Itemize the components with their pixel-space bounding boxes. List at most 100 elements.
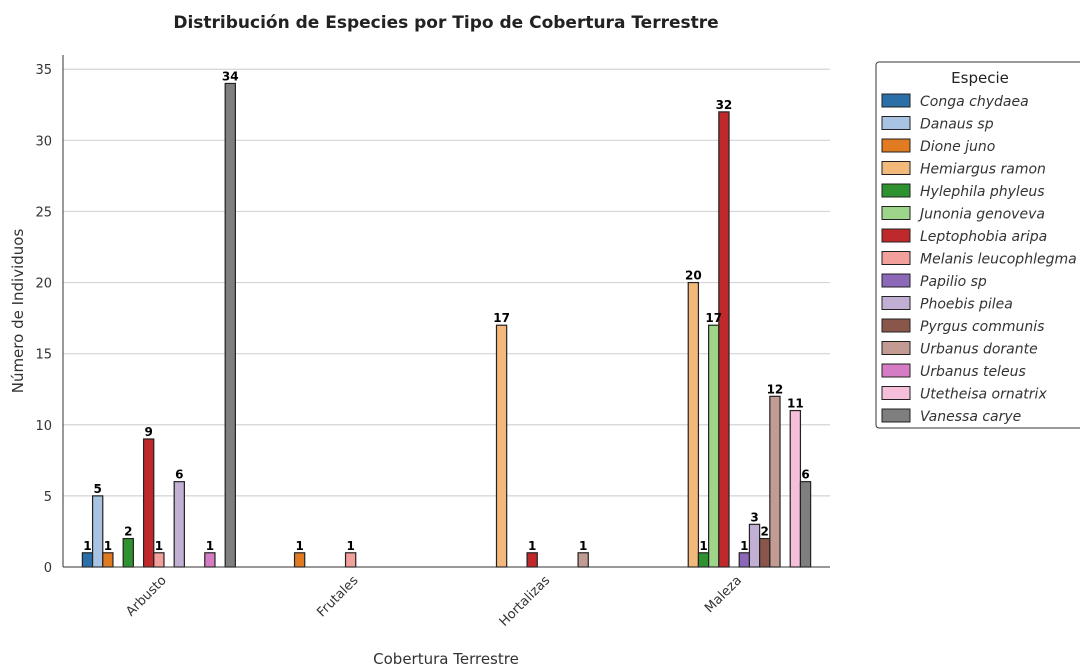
data-label: 6 [801, 468, 809, 482]
legend-label: Junonia genoveva [917, 207, 1045, 223]
legend-swatch [881, 138, 911, 153]
legend-swatch [881, 273, 911, 288]
legend-items: Conga chydaea Danaus sp Dione juno Hemiargu… [881, 93, 1077, 425]
legend-label: Phoebis pilea [920, 297, 1013, 313]
y-tick-label: 30 [35, 134, 52, 149]
legend-swatch [881, 341, 911, 355]
bar [224, 82, 236, 568]
legend-swatch [881, 116, 911, 130]
axes [62, 55, 830, 568]
bar [738, 552, 751, 568]
data-label: 1 [206, 539, 214, 553]
data-label: 1 [528, 539, 536, 553]
data-label: 2 [761, 525, 769, 539]
legend-label: Urbanus dorante [920, 342, 1038, 358]
bar [789, 409, 802, 568]
bar [718, 111, 730, 568]
bar [173, 481, 185, 568]
data-label: 1 [83, 539, 91, 553]
data-label: 1 [699, 539, 707, 553]
legend-label: Pyrgus communis [920, 319, 1044, 335]
legend-swatch [881, 183, 911, 198]
legend-swatch [881, 251, 911, 265]
bar [799, 481, 812, 568]
data-label: 12 [767, 382, 784, 396]
legend-label: Hemiargus ramon [920, 162, 1046, 178]
data-label: 1 [346, 539, 354, 553]
y-tick-label: 20 [35, 277, 52, 292]
data-label: 32 [716, 98, 733, 112]
bar [142, 438, 155, 568]
legend-swatch [881, 318, 911, 333]
data-label: 1 [295, 539, 303, 553]
data-label: 2 [124, 525, 132, 539]
data-label: 1 [155, 539, 163, 553]
legend-label: Conga chydaea [920, 94, 1029, 110]
x-tick-label: Arbusto [123, 573, 169, 619]
bar [526, 552, 538, 568]
data-label: 1 [740, 539, 748, 553]
data-label: 3 [750, 510, 758, 524]
bar [91, 495, 104, 568]
data-label: 34 [222, 69, 239, 83]
data-label: 9 [144, 425, 152, 439]
data-label: 17 [705, 311, 722, 325]
legend-swatch [881, 161, 911, 175]
data-label: 1 [104, 539, 112, 553]
legend-label: Papilio sp [920, 274, 987, 290]
legend-swatch [881, 363, 911, 378]
legend-label: Urbanus teleus [920, 364, 1026, 380]
bar [102, 552, 114, 568]
chart-title: Distribución de Especies por Tipo de Cob… [173, 13, 718, 33]
bar [759, 537, 771, 568]
x-tick-label: Hortalizas [497, 573, 554, 630]
legend-label: Leptophobia aripa [920, 229, 1047, 245]
legend-title: Especie [951, 69, 1009, 87]
data-label: 6 [175, 468, 183, 482]
data-label: 20 [685, 269, 702, 283]
bar [748, 523, 761, 568]
data-label: 5 [93, 482, 101, 496]
legend-swatch [881, 296, 911, 310]
data-label: 11 [787, 397, 804, 411]
bar [697, 552, 710, 568]
x-tick-label: Frutales [314, 573, 361, 620]
legend-swatch [881, 206, 911, 220]
legend: Especie Conga chydaea Danaus sp Dione juno… [875, 61, 1080, 429]
bar [81, 552, 94, 568]
y-tick-label: 0 [44, 561, 52, 576]
legend-box [875, 61, 1080, 429]
x-axis-label: Cobertura Terrestre [373, 650, 519, 666]
legend-label: Hylephila phyleus [920, 184, 1045, 200]
legend-swatch [881, 386, 911, 400]
data-label: 1 [579, 539, 587, 553]
grid-lines [63, 68, 830, 497]
y-tick-label: 15 [35, 348, 52, 363]
y-tick-label: 25 [35, 205, 52, 220]
legend-swatch [881, 228, 911, 243]
legend-label: Danaus sp [920, 117, 994, 133]
bar [577, 552, 589, 568]
bar [708, 324, 720, 568]
bar [495, 324, 508, 568]
legend-label: Melanis leucophlegma [920, 252, 1077, 268]
bar [153, 552, 165, 568]
x-tick-label: Maleza [702, 573, 745, 616]
bar [204, 552, 216, 568]
legend-label: Dione juno [920, 139, 995, 155]
y-tick-label: 35 [35, 63, 52, 78]
y-tick-label: 10 [35, 419, 52, 434]
legend-label: Utetheisa ornatrix [920, 387, 1047, 403]
bar [293, 552, 306, 568]
bar [687, 281, 700, 568]
y-tick-label: 5 [44, 490, 52, 505]
bars [81, 82, 812, 568]
y-axis-label: Número de Individuos [9, 229, 27, 394]
bar [122, 537, 134, 568]
legend-label: Vanessa carye [920, 409, 1021, 425]
data-label: 17 [493, 311, 510, 325]
